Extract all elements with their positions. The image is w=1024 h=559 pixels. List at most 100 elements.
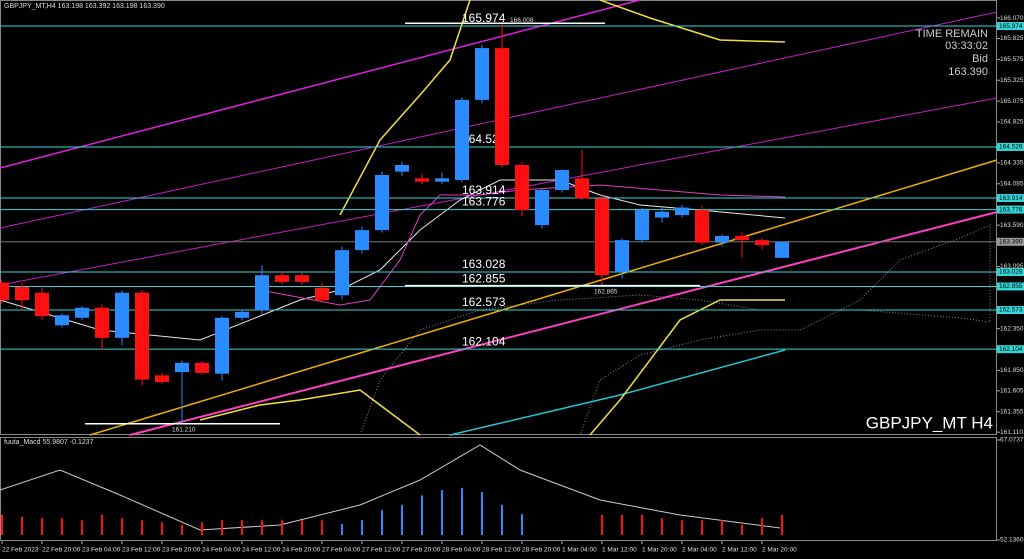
candle-body: [75, 307, 89, 318]
candle-body: [175, 362, 189, 373]
trendline: [89, 159, 998, 436]
macd-frame: [0, 437, 997, 541]
y-tick-label: 163.590: [1000, 222, 1024, 229]
candle-body: [195, 362, 209, 373]
x-tick-label: 2 Mar 20:00: [762, 547, 797, 554]
candle-body: [755, 240, 769, 246]
x-tick-label: 1 Mar 04:00: [562, 547, 597, 554]
x-tick-label: 22 Feb 20:00: [42, 547, 81, 554]
y-tick-label: 161.355: [1000, 408, 1024, 415]
marks: 166.070 165.825 165.575 165.325 165.075 164.8…: [0, 11, 1024, 554]
level-label: 162.855: [462, 272, 506, 286]
trendline: [0, 97, 998, 286]
candle-body: [55, 315, 69, 326]
level-box: [997, 205, 1024, 214]
candle-body: [535, 190, 549, 226]
x-tick-label: 2 Mar 04:00: [682, 547, 717, 554]
time-remain: 03:33:02: [945, 40, 988, 52]
level-box: [997, 194, 1024, 203]
y-tick-label: 161.605: [1000, 388, 1024, 395]
level-box-label: 162.104: [999, 346, 1023, 353]
bollinger-upper: [339, 0, 786, 216]
bid-value: 163.390: [948, 66, 988, 78]
y-tick-label: 165.325: [1000, 77, 1024, 84]
y-tick-label: 165.575: [1000, 56, 1024, 63]
level-box-label: 164.526: [999, 144, 1023, 151]
candle-body: [695, 210, 709, 243]
candle-body: [135, 292, 149, 380]
low-mark-label: 162.865: [594, 288, 618, 295]
bollinger-lower: [199, 299, 785, 436]
x-tick-label: 1 Mar 12:00: [602, 547, 637, 554]
y-tick-label: 161.850: [1000, 367, 1024, 374]
x-tick-label: 24 Feb 20:00: [282, 547, 321, 554]
level-box: [997, 306, 1024, 315]
candle-body: [735, 235, 749, 241]
x-tick-label: 27 Feb 04:00: [322, 547, 361, 554]
candle-body: [335, 250, 349, 296]
candle-body: [315, 287, 329, 301]
candle-body: [395, 164, 409, 172]
candle-body: [595, 198, 609, 276]
level-box-label: 163.914: [999, 195, 1023, 202]
level-box: [997, 142, 1024, 151]
trendline: [449, 349, 786, 436]
bid-box: [997, 237, 1024, 246]
trendline: [129, 211, 998, 436]
x-tick-label: 28 Feb 12:00: [482, 547, 521, 554]
candle-body: [435, 178, 449, 182]
low-mark-label: 161.210: [172, 427, 196, 434]
level-box: [997, 22, 1024, 31]
level-box-label: 162.573: [999, 307, 1023, 314]
x-tick-label: 24 Feb 12:00: [242, 547, 281, 554]
x-tick-label: 28 Feb 04:00: [442, 547, 481, 554]
level-box: [997, 345, 1024, 354]
candle-body: [675, 207, 689, 216]
candle-body: [155, 375, 169, 383]
time-remain-label: TIME REMAIN: [916, 28, 988, 40]
level-box-label: 165.974: [999, 23, 1023, 30]
candle-body: [775, 241, 789, 258]
macd-signal: [0, 444, 781, 531]
macd-title: fuuta_Macd 55.9807 -0.1237: [4, 439, 94, 446]
candle-body: [575, 178, 589, 199]
bid-label: Bid: [972, 53, 988, 65]
candle-body: [235, 311, 249, 318]
candle-body: [635, 210, 649, 241]
level-box: [997, 282, 1024, 291]
candle-body: [15, 286, 29, 301]
macd-y-tick-label: 52.1360: [1000, 537, 1024, 544]
high-mark-label: 166.008: [510, 17, 534, 24]
y-tick-label: 165.825: [1000, 35, 1024, 42]
candle-body: [655, 211, 669, 218]
x-tick-label: 23 Feb 12:00: [122, 547, 161, 554]
level-label: 163.028: [462, 257, 506, 271]
x-tick-label: 23 Feb 04:00: [82, 547, 121, 554]
x-tick-label: 23 Feb 20:00: [162, 547, 201, 554]
y-tick-label: 164.335: [1000, 160, 1024, 167]
candle-body: [555, 169, 569, 191]
main-frame: [0, 0, 997, 435]
y-tick-label: 166.070: [1000, 15, 1024, 22]
candle-body: [495, 48, 509, 165]
candle-body: [255, 275, 269, 311]
level-label: 162.104: [462, 334, 506, 348]
x-tick-label: 28 Feb 20:00: [522, 547, 561, 554]
x-tick-label: 2 Mar 12:00: [722, 547, 757, 554]
level-box-label: 163.776: [999, 206, 1023, 213]
watermark: GBPJPY_MT H4: [866, 413, 993, 432]
candle-body: [295, 275, 309, 282]
candle-body: [115, 292, 129, 338]
candle-body: [615, 240, 629, 272]
x-tick-label: 1 Mar 20:00: [642, 547, 677, 554]
candle-body: [455, 99, 469, 181]
candle-body: [515, 164, 529, 211]
y-tick-label: 165.075: [1000, 98, 1024, 105]
candle-body: [0, 282, 9, 301]
x-tick-label: 24 Feb 04:00: [202, 547, 241, 554]
level-box-label: 163.028: [999, 269, 1023, 276]
candle-body: [35, 292, 49, 317]
level-label: 165.974: [462, 11, 506, 25]
trendline: [0, 0, 641, 169]
